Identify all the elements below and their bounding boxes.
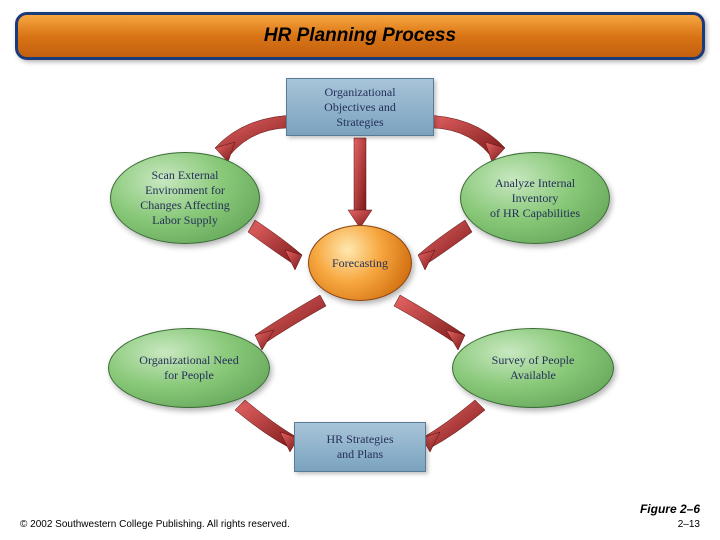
- diagram-area: OrganizationalObjectives andStrategies S…: [0, 70, 720, 500]
- footer-page: 2–13: [678, 519, 700, 530]
- node-bottom-left: Organizational Needfor People: [108, 328, 270, 408]
- node-br-label: Survey of PeopleAvailable: [492, 353, 575, 383]
- footer-copyright: © 2002 Southwestern College Publishing. …: [20, 519, 290, 530]
- node-bottom: HR Strategiesand Plans: [294, 422, 426, 472]
- node-left: Scan ExternalEnvironment forChanges Affe…: [110, 152, 260, 244]
- node-center: Forecasting: [308, 225, 412, 301]
- node-bottom-right: Survey of PeopleAvailable: [452, 328, 614, 408]
- footer-figure: Figure 2–6: [640, 502, 700, 516]
- title-bar: HR Planning Process: [15, 12, 705, 60]
- node-bl-label: Organizational Needfor People: [139, 353, 238, 383]
- title-text: HR Planning Process: [264, 25, 456, 47]
- node-left-label: Scan ExternalEnvironment forChanges Affe…: [140, 168, 229, 228]
- node-top-label: OrganizationalObjectives andStrategies: [324, 85, 396, 130]
- node-right-label: Analyze InternalInventoryof HR Capabilit…: [490, 176, 580, 221]
- node-center-label: Forecasting: [332, 256, 388, 271]
- node-bottom-label: HR Strategiesand Plans: [327, 432, 394, 462]
- node-top: OrganizationalObjectives andStrategies: [286, 78, 434, 136]
- node-right: Analyze InternalInventoryof HR Capabilit…: [460, 152, 610, 244]
